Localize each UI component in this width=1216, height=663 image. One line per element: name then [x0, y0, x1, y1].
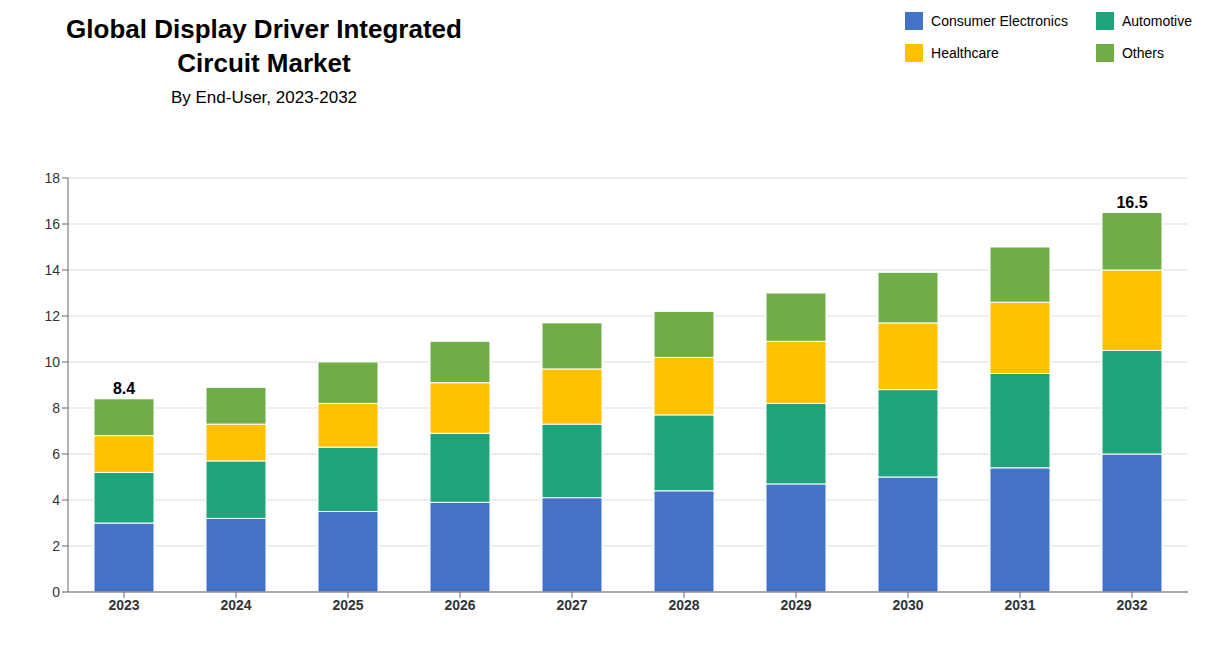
- svg-text:2026: 2026: [444, 597, 475, 613]
- svg-text:12: 12: [44, 308, 60, 324]
- html-text:Circuit Market: Circuit Market: [177, 48, 351, 78]
- svg-text:2028: 2028: [668, 597, 699, 613]
- html-text:Consumer Electronics: Consumer Electronics: [931, 13, 1068, 29]
- svg-text:2024: 2024: [220, 597, 251, 613]
- html-text:Others: Others: [1122, 45, 1164, 61]
- svg-text:2025: 2025: [332, 597, 363, 613]
- svg-text:8: 8: [52, 400, 60, 416]
- svg-text:8.4: 8.4: [113, 380, 135, 397]
- svg-text:2030: 2030: [892, 597, 923, 613]
- html-text:Healthcare: Healthcare: [931, 45, 999, 61]
- svg-text:2029: 2029: [780, 597, 811, 613]
- svg-text:2027: 2027: [556, 597, 587, 613]
- svg-text:2032: 2032: [1116, 597, 1147, 613]
- svg-text:2: 2: [52, 538, 60, 554]
- html-text:Global Display Driver Integrat: Global Display Driver Integrated: [66, 14, 462, 44]
- svg-text:16.5: 16.5: [1116, 194, 1147, 211]
- html-text:By End-User, 2023-2032: By End-User, 2023-2032: [170, 88, 358, 107]
- svg-text:6: 6: [52, 446, 60, 462]
- svg-text:10: 10: [44, 354, 60, 370]
- html-text:Automotive: Automotive: [1122, 13, 1192, 29]
- svg-text:18: 18: [44, 170, 60, 186]
- svg-text:4: 4: [52, 492, 60, 508]
- svg-text:2031: 2031: [1004, 597, 1035, 613]
- svg-text:2023: 2023: [108, 597, 139, 613]
- svg-text:16: 16: [44, 216, 60, 232]
- svg-text:0: 0: [52, 584, 60, 600]
- svg-text:14: 14: [44, 262, 60, 278]
